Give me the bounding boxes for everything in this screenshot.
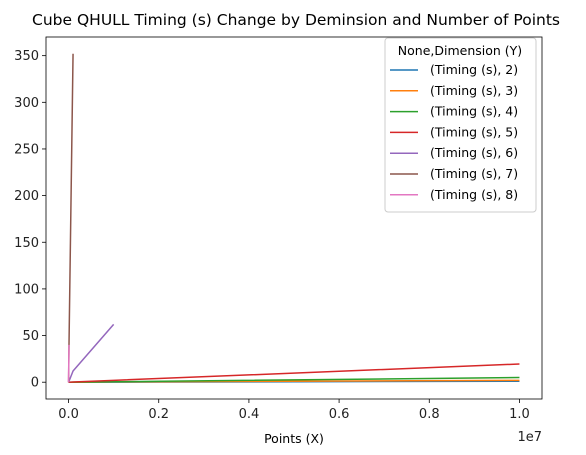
x-tick-label: 1.0 — [509, 407, 530, 422]
legend: None,Dimension (Y) (Timing (s), 2)(Timin… — [384, 37, 537, 213]
series-line-6 — [67, 53, 74, 383]
legend-entry-4: (Timing (s), 5) — [390, 124, 518, 139]
legend-entry-1: (Timing (s), 2) — [390, 62, 518, 77]
legend-label: (Timing (s), 3) — [430, 83, 518, 98]
x-axis-offset-label: 1e7 — [517, 430, 542, 445]
x-tick-label: 0.2 — [148, 407, 169, 422]
y-tick-label: 0 — [31, 376, 39, 391]
legend-entry-3: (Timing (s), 4) — [390, 104, 518, 119]
y-tick-label: 250 — [14, 142, 39, 157]
legend-items: (Timing (s), 2) (Timing (s), 3) (Timing (s… — [390, 62, 518, 202]
y-tick-label: 50 — [22, 329, 39, 344]
legend-label: (Timing (s), 7) — [430, 166, 518, 181]
x-tick-label: 0.8 — [419, 407, 440, 422]
x-tick-label: 0.0 — [58, 407, 79, 422]
y-axis-ticks: 0 50 100 150 200 250 300 350 — [14, 49, 46, 391]
legend-entry-2: (Timing (s), 3) — [390, 83, 518, 98]
chart-title: Cube QHULL Timing (s) Change by Deminsio… — [32, 11, 560, 29]
legend-entry-7: (Timing (s), 8) — [390, 187, 518, 202]
y-tick-label: 200 — [14, 189, 39, 204]
legend-box — [384, 37, 537, 213]
legend-label: (Timing (s), 4) — [430, 104, 518, 119]
legend-label: (Timing (s), 2) — [430, 62, 518, 77]
y-tick-label: 150 — [14, 236, 39, 251]
series-layer — [67, 53, 520, 383]
legend-label: (Timing (s), 6) — [430, 145, 518, 160]
x-tick-label: 0.6 — [329, 407, 350, 422]
legend-label: (Timing (s), 8) — [430, 187, 518, 202]
legend-entry-5: (Timing (s), 6) — [390, 145, 518, 160]
x-axis-label: Points (X) — [264, 431, 324, 446]
x-axis-ticks: 0.0 0.2 0.4 0.6 0.8 1.0 — [58, 399, 530, 422]
legend-title: None,Dimension (Y) — [398, 43, 522, 58]
legend-label: (Timing (s), 5) — [430, 124, 518, 139]
y-tick-label: 300 — [14, 96, 39, 111]
series-line-5 — [67, 323, 115, 383]
y-tick-label: 100 — [14, 282, 39, 297]
legend-entry-6: (Timing (s), 7) — [390, 166, 518, 181]
y-tick-label: 350 — [14, 49, 39, 64]
plot-area-frame — [45, 36, 543, 400]
x-tick-label: 0.4 — [239, 407, 260, 422]
